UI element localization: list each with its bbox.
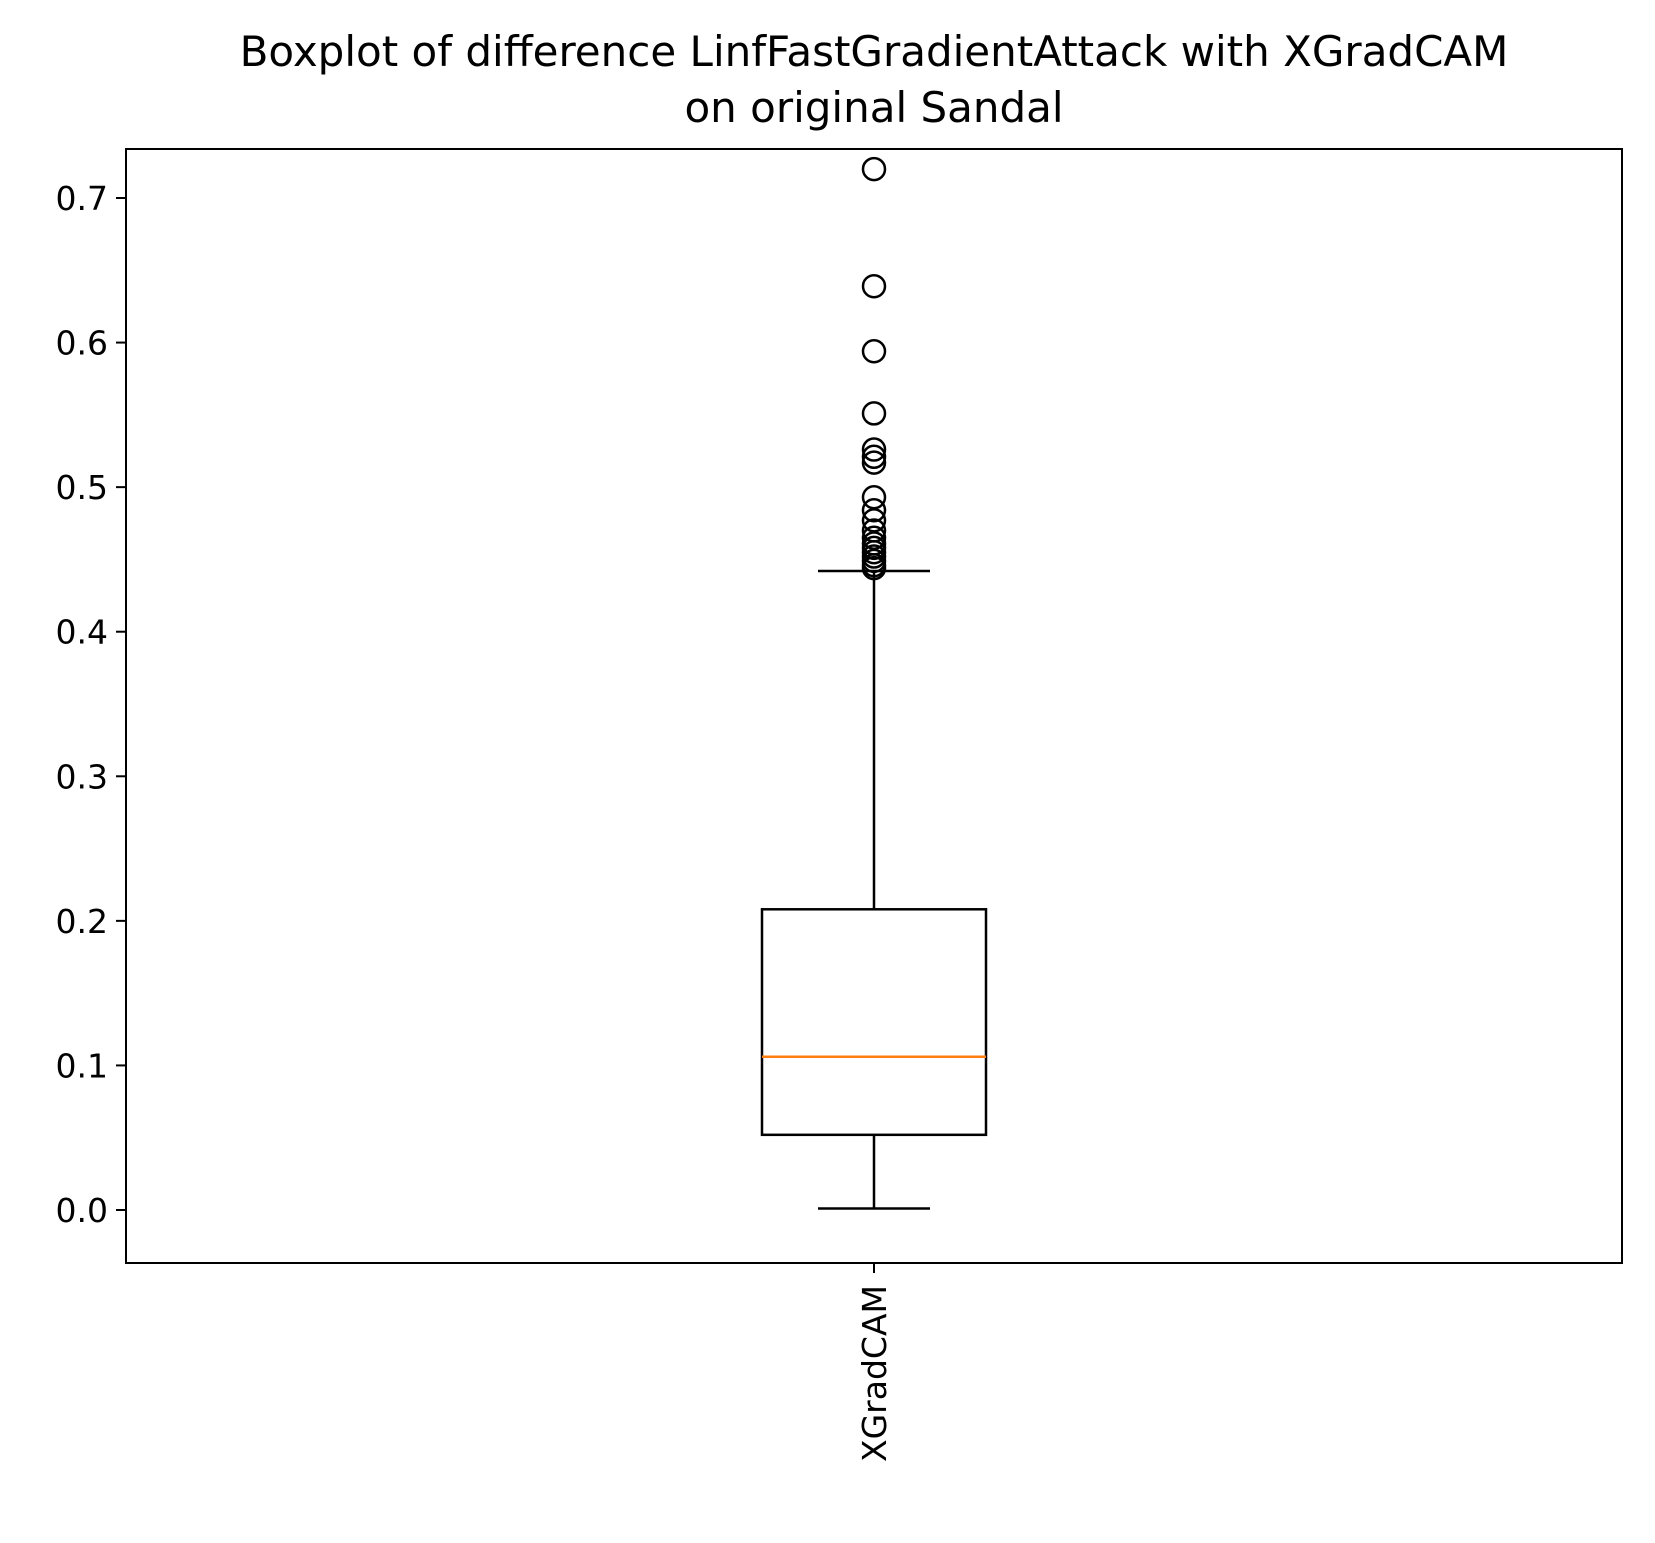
outlier-point	[861, 273, 887, 299]
y-tick-label: 0.2	[56, 902, 108, 941]
y-tick-label: 0.0	[56, 1191, 108, 1230]
x-tick-label: XGradCAM	[855, 1285, 894, 1462]
y-tick-label: 0.4	[56, 613, 108, 652]
chart-title: Boxplot of difference LinfFastGradientAt…	[240, 27, 1509, 76]
outlier-point	[861, 450, 887, 475]
outlier-point	[861, 401, 887, 426]
x-axis: XGradCAM	[855, 1263, 894, 1462]
interquartile-box	[760, 908, 988, 1137]
box-group	[760, 156, 988, 1210]
plot-area	[760, 156, 988, 1210]
y-tick-label: 0.5	[56, 468, 108, 507]
plot-frame	[125, 148, 1623, 1264]
outlier-point	[861, 518, 887, 543]
y-tick-label: 0.7	[56, 179, 108, 218]
outlier-point	[861, 437, 887, 462]
outlier-point	[861, 444, 887, 470]
outlier-point	[861, 156, 887, 182]
y-tick-label: 0.3	[56, 757, 108, 796]
y-axis: 0.0 0.1 0.2 0.3 0.4 0.5 0.6 0.7	[56, 179, 126, 1230]
outlier-point	[861, 485, 887, 510]
y-tick-label: 0.1	[56, 1046, 108, 1085]
outlier-point	[861, 525, 887, 550]
outlier-point	[861, 498, 887, 523]
outlier-point	[861, 338, 887, 364]
y-tick-label: 0.6	[56, 324, 108, 363]
chart-subtitle: on original Sandal	[684, 83, 1063, 132]
